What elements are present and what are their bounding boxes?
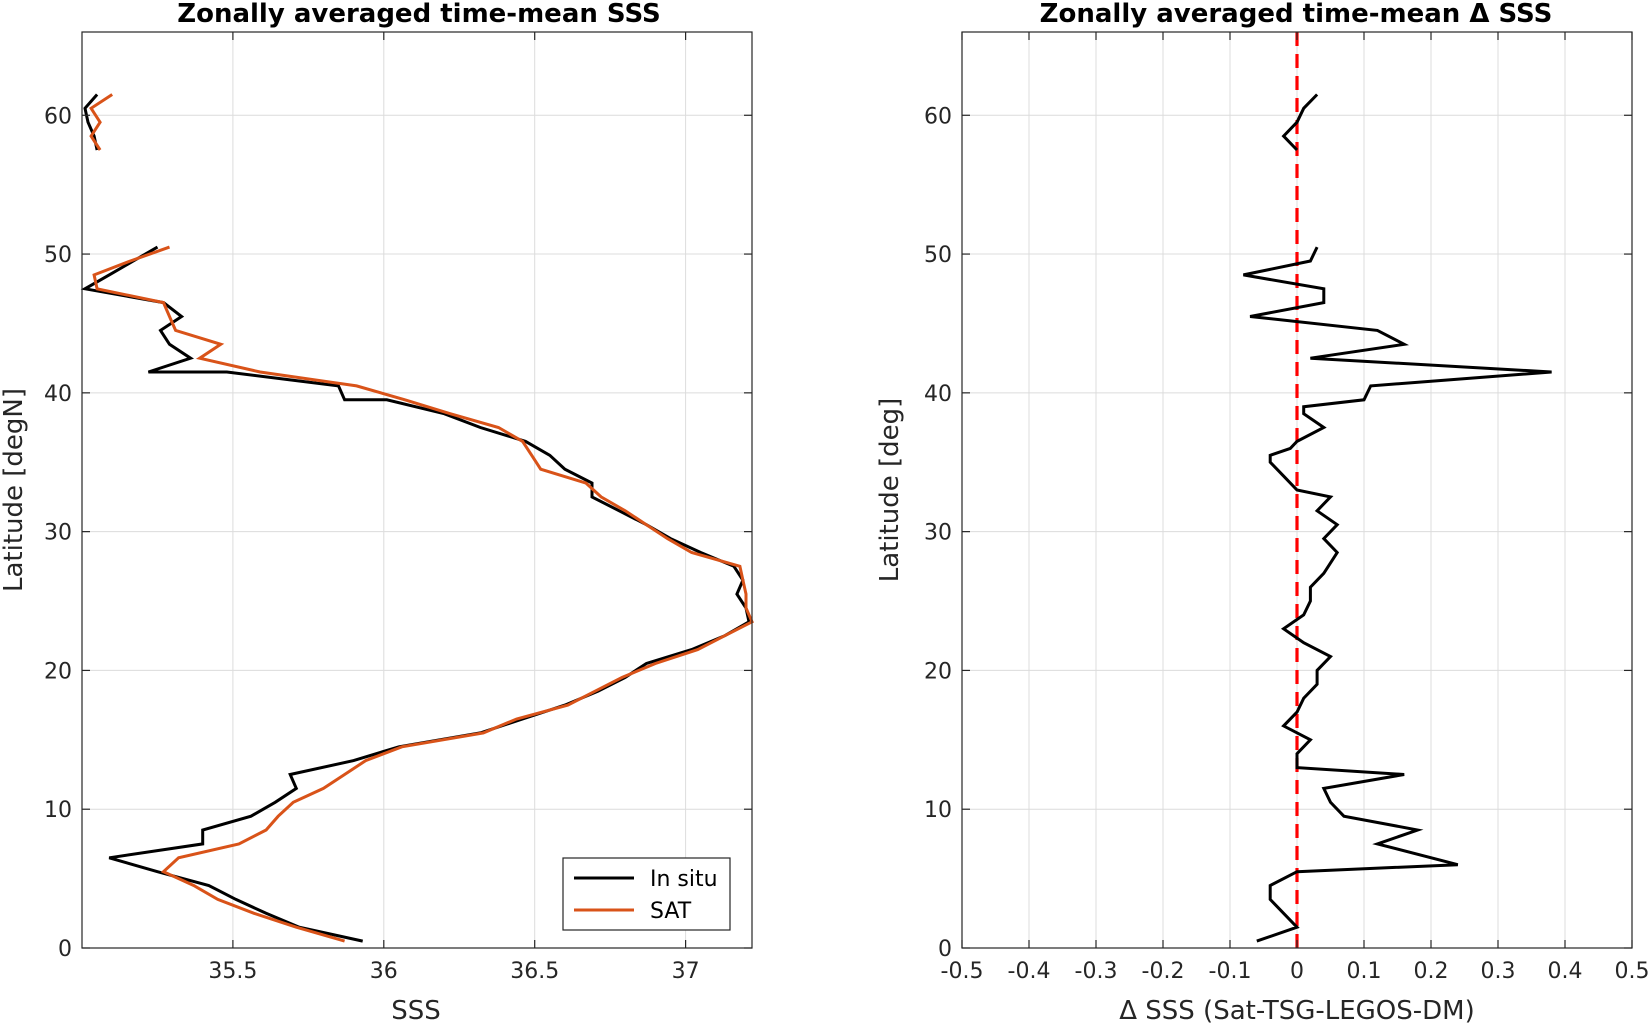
delta-sss-ticks: -0.5 -0.4 -0.3 -0.2 -0.1 0 0.1 0.2 0.3 0.4 0.5 0 10 2… — [924, 32, 1650, 984]
delta-sss-data-lines — [1243, 32, 1552, 948]
sss-x-tick-label: 36.5 — [510, 959, 559, 984]
sss-y-tick-label: 10 — [44, 798, 72, 823]
sss-x-tick-label: 37 — [672, 959, 700, 984]
sss-y-tick-label: 50 — [44, 243, 72, 268]
sss-panel: Zonally averaged time-mean SSS 35.5 36 36.… — [0, 0, 754, 1025]
delta-sss-x-tick-label: 0.4 — [1548, 959, 1583, 984]
delta-sss-x-tick-label: -0.3 — [1075, 959, 1118, 984]
sss-x-tick-label: 36 — [370, 959, 398, 984]
delta-sss-x-tick-label: 0.3 — [1481, 959, 1516, 984]
delta-sss-x-tick-label: -0.4 — [1008, 959, 1051, 984]
sss-y-tick-label: 20 — [44, 659, 72, 684]
delta-sss-x-axis-label: Δ SSS (Sat-TSG-LEGOS-DM) — [1119, 996, 1475, 1025]
sss-chart-title: Zonally averaged time-mean SSS — [177, 0, 661, 29]
sss-x-tick-label: 35.5 — [208, 959, 257, 984]
delta-sss-y-axis-label: Latitude [deg] — [875, 398, 905, 583]
sss-axes-box — [81, 31, 753, 949]
delta-sss-y-tick-label: 30 — [924, 521, 952, 546]
sss-y-tick-label: 0 — [58, 937, 72, 962]
delta-sss-x-tick-label: -0.5 — [941, 959, 984, 984]
delta-sss-x-tick-label: 0.1 — [1347, 959, 1382, 984]
delta-sss-y-tick-label: 40 — [924, 382, 952, 407]
legend-box — [562, 857, 731, 931]
sss-ticks: 35.5 36 36.5 37 0 10 20 30 40 50 60 — [44, 32, 752, 984]
legend: In situ SAT — [562, 857, 731, 931]
sss-y-tick-label: 60 — [44, 104, 72, 129]
sss-y-tick-label: 30 — [44, 521, 72, 546]
sss-series-2-segment-2 — [89, 93, 114, 151]
delta-sss-y-tick-label: 50 — [924, 243, 952, 268]
delta-sss-x-tick-label: -0.2 — [1142, 959, 1185, 984]
delta-sss-y-tick-label: 10 — [924, 798, 952, 823]
sss-grid — [82, 32, 752, 949]
delta-sss-y-tick-label: 60 — [924, 104, 952, 129]
delta-sss-series-1-segment-1 — [1243, 246, 1552, 943]
delta-sss-chart-title: Zonally averaged time-mean Δ SSS — [1040, 0, 1553, 29]
delta-sss-y-tick-label: 20 — [924, 659, 952, 684]
legend-label-sat: SAT — [650, 899, 692, 924]
delta-sss-x-tick-label: 0.5 — [1615, 959, 1650, 984]
sss-data-lines — [80, 93, 754, 943]
legend-label-in-situ: In situ — [650, 867, 718, 892]
sss-series-2-segment-1 — [92, 245, 754, 943]
sss-y-tick-label: 40 — [44, 382, 72, 407]
delta-sss-panel: Zonally averaged time-mean Δ SSS -0.5 -0.… — [875, 0, 1650, 1025]
sss-y-axis-label: Latitude [degN] — [0, 388, 29, 592]
delta-sss-x-tick-label: 0 — [1290, 959, 1304, 984]
sss-series-1-segment-1 — [80, 245, 751, 943]
delta-sss-y-tick-label: 0 — [938, 937, 952, 962]
delta-sss-x-tick-label: -0.1 — [1209, 959, 1252, 984]
sss-x-axis-label: SSS — [391, 996, 441, 1025]
delta-sss-x-tick-label: 0.2 — [1414, 959, 1449, 984]
delta-sss-series-1-segment-2 — [1281, 93, 1319, 152]
